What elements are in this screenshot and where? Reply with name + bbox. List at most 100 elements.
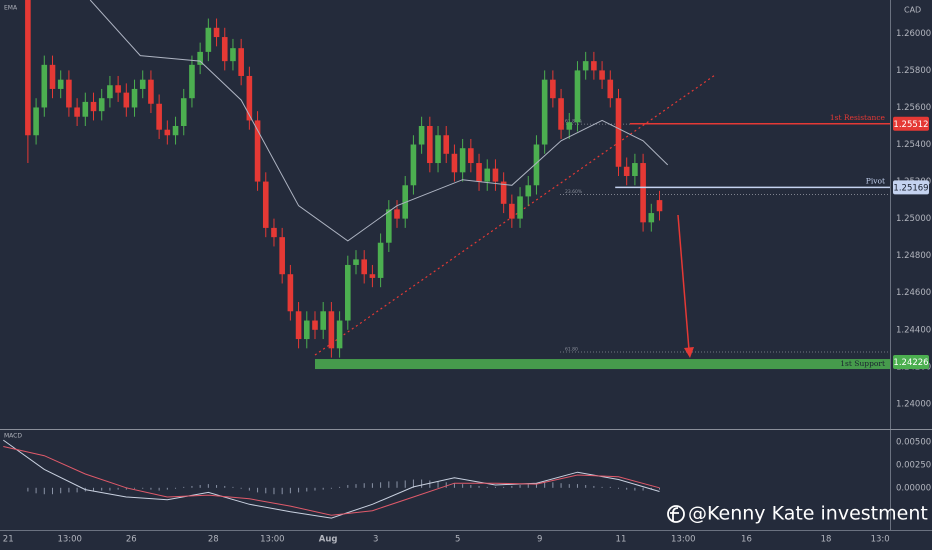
level-name: Pivot (866, 176, 885, 185)
candle-body (492, 168, 499, 182)
y-tick-label: 1.25800 (896, 66, 931, 76)
histogram-bar (101, 487, 103, 491)
histogram-bar (585, 485, 587, 488)
histogram-bar (560, 483, 562, 488)
histogram-bar (462, 484, 464, 488)
histogram-bar (150, 487, 152, 490)
histogram-bar (273, 487, 275, 495)
candle-body (131, 88, 138, 108)
histogram-bar (93, 487, 95, 492)
y-tick-label: 1.24800 (896, 251, 931, 261)
candle-body (156, 103, 162, 130)
candle-body (377, 242, 384, 278)
level-name: 1st Resistance (830, 113, 886, 122)
x-tick-label: 16 (741, 535, 752, 545)
candle-body (172, 125, 179, 136)
candle-body (33, 107, 39, 136)
histogram-bar (519, 485, 521, 488)
histogram-bar (134, 487, 136, 489)
price-box-label: 1.25169 (893, 183, 928, 193)
histogram-bar (43, 487, 45, 495)
candle-body (320, 311, 326, 330)
candle-body (197, 51, 203, 65)
histogram-bar (552, 482, 554, 488)
price-box (893, 116, 929, 131)
histogram-bar (109, 487, 111, 491)
histogram-bar (166, 487, 168, 490)
histogram-bar (322, 487, 324, 490)
x-tick-label: 13:00 (260, 535, 285, 545)
x-tick-label: 13:0 (871, 535, 890, 545)
candle-body (312, 320, 318, 330)
candle-body (541, 79, 548, 145)
indicator-label: EMA (4, 5, 18, 12)
histogram-bar (232, 486, 234, 488)
candle-body (254, 120, 261, 182)
candle-body (632, 163, 638, 177)
histogram-bar (470, 485, 472, 488)
histogram-bar (626, 487, 628, 490)
candle-body (221, 37, 228, 62)
candle-body (361, 259, 368, 275)
histogram-bar (207, 484, 209, 488)
histogram-bar (27, 487, 29, 492)
histogram-bar (289, 487, 291, 494)
histogram-bar (404, 480, 406, 488)
candle-body (550, 79, 556, 99)
candle-body (443, 135, 450, 154)
histogram-bar (306, 487, 308, 492)
histogram-bar (494, 486, 496, 488)
histogram-bar (609, 486, 611, 488)
histogram-bar (617, 487, 619, 489)
histogram-bar (240, 487, 242, 489)
candle-body (279, 237, 285, 275)
histogram-bar (568, 484, 570, 488)
x-tick-label: 13:00 (57, 535, 82, 545)
candle-body (476, 163, 482, 182)
histogram-bar (445, 482, 447, 488)
histogram-bar (347, 485, 349, 488)
candle-body (558, 98, 564, 130)
histogram-bar (511, 485, 513, 488)
candle-body (427, 125, 433, 164)
histogram-bar (486, 486, 488, 488)
histogram-bar (437, 481, 439, 488)
histogram-bar (257, 487, 259, 493)
candle-body (287, 274, 294, 312)
price-box (893, 355, 929, 370)
candle-body (90, 101, 97, 112)
histogram-bar (330, 487, 332, 489)
arrow-head (684, 347, 694, 358)
candle-body (574, 70, 581, 123)
candle-body (484, 168, 491, 182)
histogram-bar (248, 487, 250, 491)
histogram-bar (363, 483, 365, 488)
candle-body (107, 85, 113, 99)
x-tick-label: 11 (616, 535, 627, 545)
candle-body (607, 79, 614, 99)
x-tick-label: 3 (373, 535, 378, 545)
histogram-bar (183, 486, 185, 488)
fib-label: 61.80 (565, 347, 578, 353)
candle-body (213, 27, 220, 38)
candle-body (410, 144, 417, 186)
x-tick-label: 18 (821, 535, 832, 545)
histogram-bar (478, 485, 480, 488)
candle-body (295, 311, 302, 340)
y-tick-label: 0.00500 (896, 437, 931, 447)
histogram-bar (265, 487, 267, 494)
candle-body (623, 166, 630, 177)
candle-body (591, 61, 597, 71)
candle-body (451, 153, 458, 173)
support-band (314, 359, 890, 370)
y-tick-label: 1.24000 (896, 399, 931, 409)
candle-body (303, 320, 310, 340)
histogram-bar (191, 485, 193, 488)
histogram-bar (544, 482, 546, 488)
candle-body (180, 98, 187, 126)
histogram-bar (281, 487, 283, 495)
histogram-bar (125, 487, 127, 490)
candle-body (271, 227, 277, 238)
